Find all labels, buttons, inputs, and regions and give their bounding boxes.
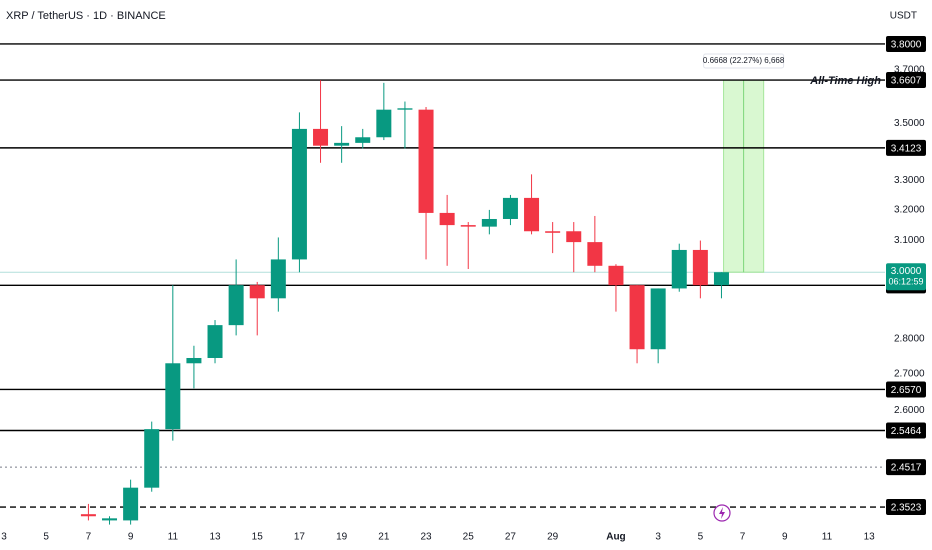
level-label-box (886, 35, 926, 52)
candle-body (502, 197, 518, 219)
candle-body (123, 487, 139, 521)
level-label-box (886, 72, 926, 89)
x-tick-label: 9 (782, 532, 788, 543)
candle-body (481, 218, 497, 227)
x-tick-label: 13 (864, 532, 876, 543)
candle-body (270, 259, 286, 299)
candle-body (291, 128, 307, 260)
candle-body (355, 137, 371, 143)
candle-body (671, 249, 687, 289)
candle-body (249, 285, 265, 299)
candle-body (186, 357, 202, 364)
y-tick-label: 2.8000 (894, 333, 925, 344)
y-tick-label: 3.2000 (894, 205, 925, 216)
measure-label-box (703, 53, 785, 69)
x-tick-label: 5 (43, 532, 49, 543)
y-tick-label: 3.5000 (894, 118, 925, 129)
candle-body (692, 249, 708, 286)
candle-body (418, 109, 434, 213)
lightning-icon[interactable] (713, 504, 731, 522)
x-tick-label: 19 (336, 532, 348, 543)
measure-label: 0.6668 (22.27%) 6,668 (703, 56, 785, 65)
x-tick-label: Aug (606, 532, 625, 543)
x-tick-label: 21 (378, 532, 390, 543)
candle-body (144, 429, 160, 488)
candle-body (587, 242, 603, 266)
last-price-countdown: 06:12:59 (888, 277, 923, 287)
x-tick-label: 3 (1, 532, 7, 543)
last-price-box (886, 263, 926, 291)
level-label: 3.6607 (891, 76, 922, 87)
level-label-box (886, 422, 926, 439)
level-label: 2.4517 (891, 463, 922, 474)
level-label: 2.3523 (891, 503, 922, 514)
candle-body (713, 272, 729, 286)
candle-body (334, 142, 350, 146)
candle-body (165, 363, 181, 430)
x-tick-label: 23 (420, 532, 432, 543)
chart-title: XRP / TetherUS · 1D · BINANCE (6, 10, 166, 22)
x-tick-label: 11 (822, 532, 833, 543)
candle-body (376, 109, 392, 138)
x-tick-label: 9 (128, 532, 134, 543)
y-tick-label: 3.3000 (894, 175, 925, 186)
level-label: 2.5464 (891, 426, 922, 437)
x-tick-label: 29 (547, 532, 559, 543)
level-label: 3.8000 (891, 40, 922, 51)
candle-body (629, 285, 645, 350)
x-tick-label: 13 (209, 532, 221, 543)
level-label: 3.4123 (891, 144, 922, 155)
candle-body (80, 514, 96, 517)
y-tick-label: 2.7000 (894, 369, 925, 380)
level-label-box (886, 499, 926, 516)
candle-body (545, 231, 561, 233)
candle-body (460, 225, 476, 227)
candle-body (397, 108, 413, 110)
candle-body (313, 128, 329, 146)
level-label-box (886, 139, 926, 156)
x-tick-label: 27 (505, 532, 517, 543)
level-label: 2.6570 (891, 385, 922, 396)
level-label-box (886, 459, 926, 476)
last-price-label: 3.0000 (891, 266, 922, 277)
candle-body (102, 518, 118, 521)
level-label-box (886, 381, 926, 398)
x-tick-label: 15 (252, 532, 264, 543)
candle-body (566, 231, 582, 243)
x-tick-label: 3 (655, 532, 661, 543)
candle-body (439, 212, 455, 226)
level-annotation: All-Time High (809, 75, 881, 87)
y-tick-label: 3.7000 (894, 64, 925, 75)
y-tick-label: 2.6000 (894, 405, 925, 416)
currency-label: USDT (890, 11, 917, 22)
y-tick-label: 3.1000 (894, 235, 925, 246)
candle-body (608, 265, 624, 286)
x-tick-label: 17 (294, 532, 306, 543)
x-tick-label: 7 (86, 532, 92, 543)
candle-body (228, 285, 244, 326)
x-tick-label: 11 (168, 532, 179, 543)
candle-body (524, 197, 540, 232)
x-tick-label: 25 (463, 532, 475, 543)
x-tick-label: 7 (740, 532, 746, 543)
x-tick-label: 5 (698, 532, 704, 543)
candle-body (650, 288, 666, 350)
candle-body (207, 325, 223, 358)
